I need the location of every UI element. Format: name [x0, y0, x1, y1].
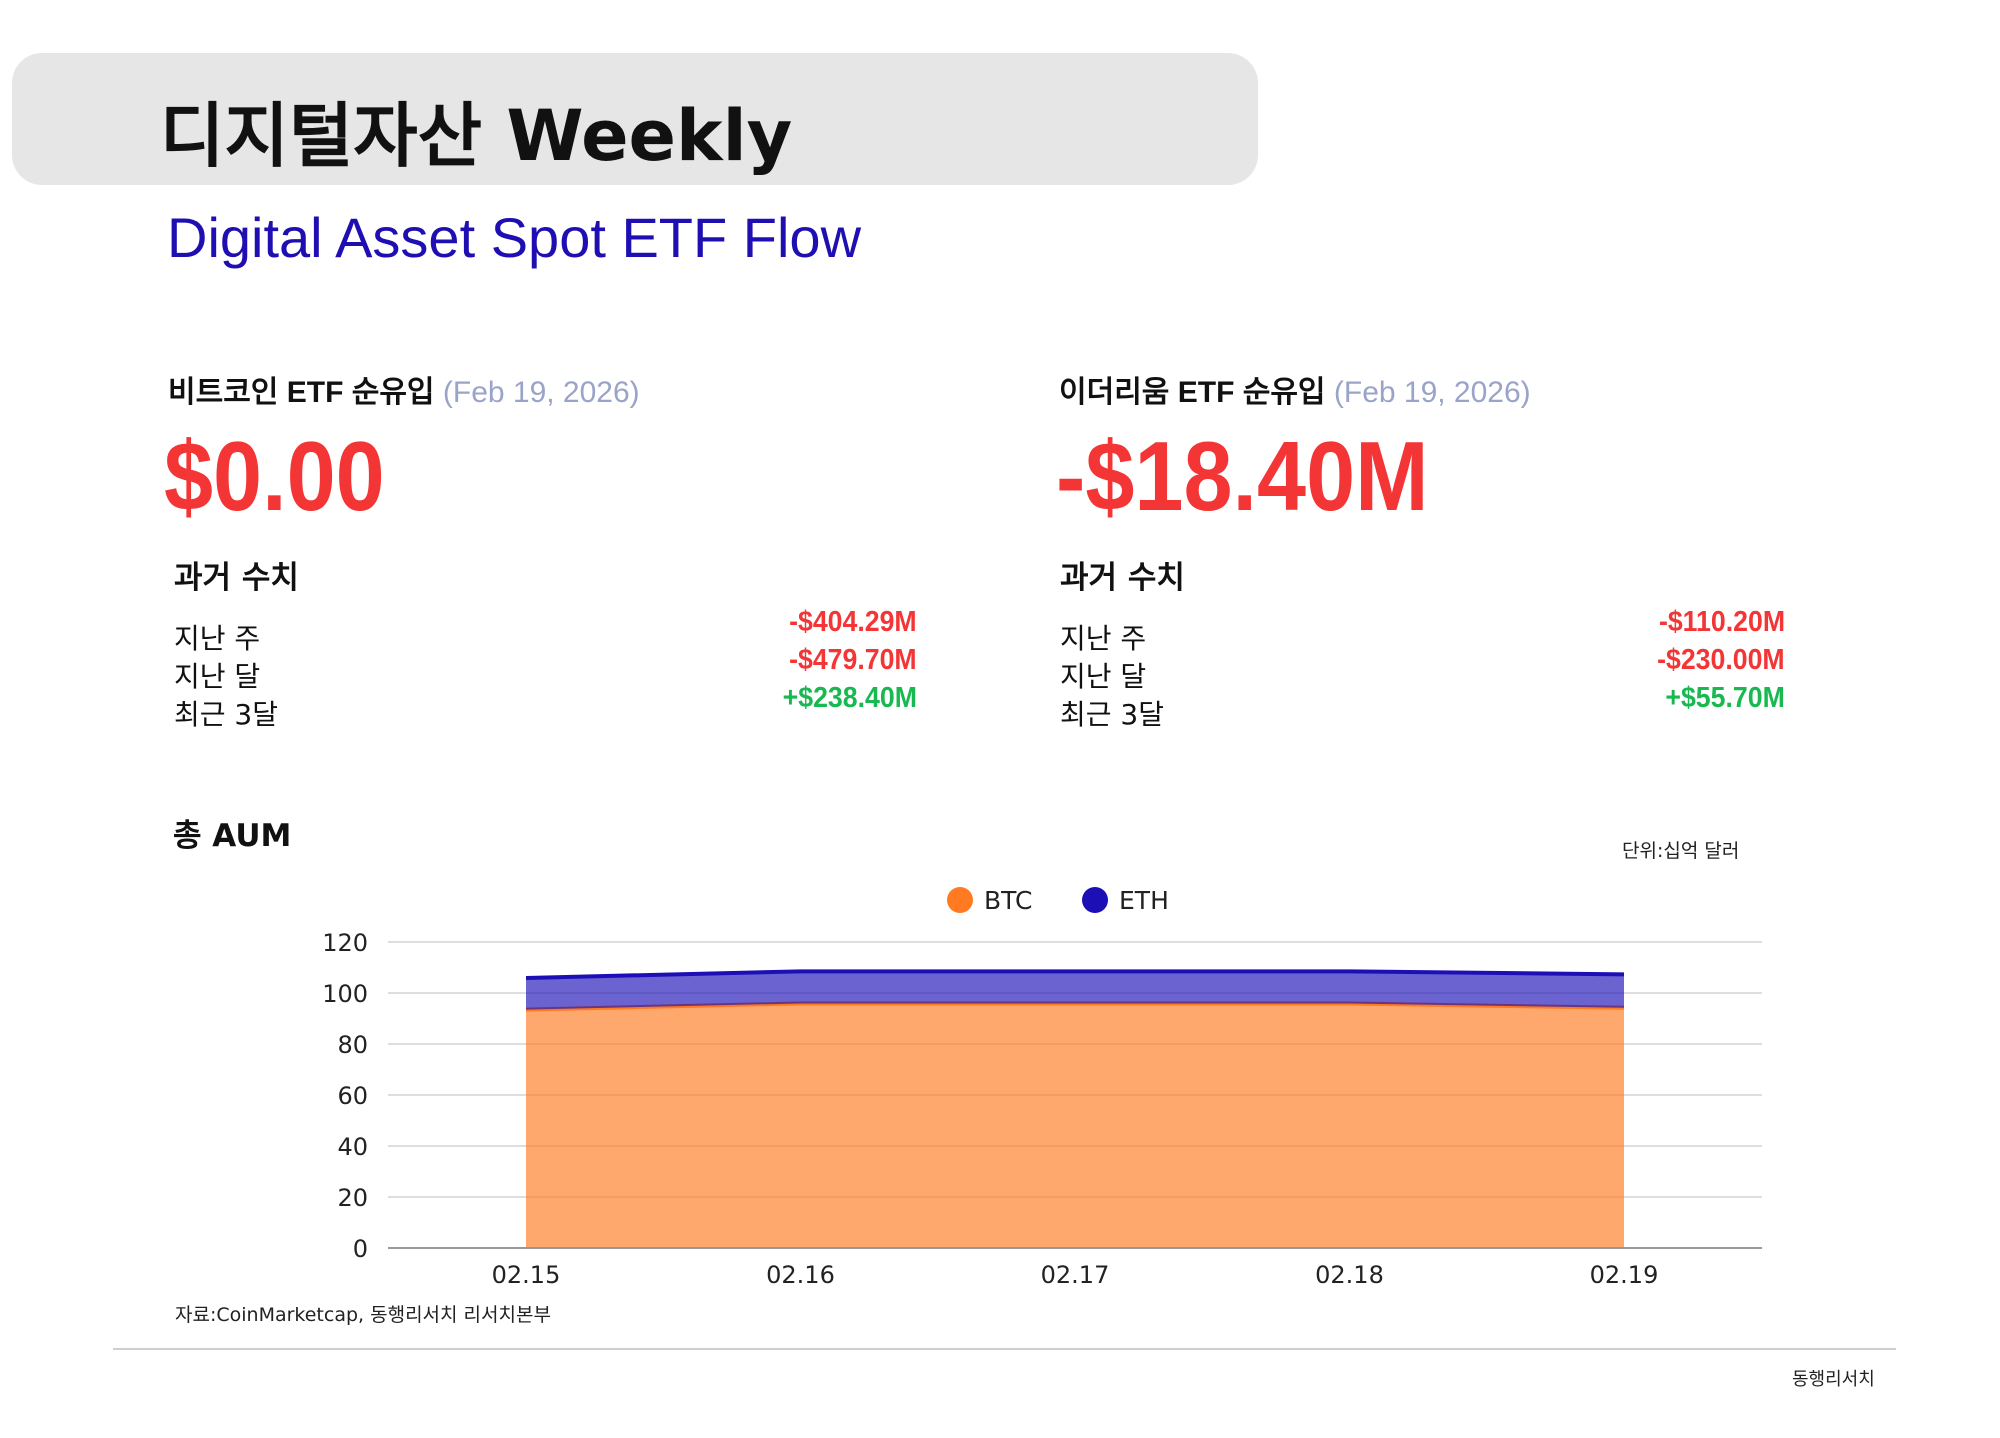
btc-row-label: 지난 주 — [174, 622, 261, 655]
x-tick-label: 02.18 — [1315, 1261, 1384, 1289]
btc-flow-value: $0.00 — [164, 421, 385, 531]
legend-marker-eth — [1082, 887, 1108, 913]
btc-row-value: -$479.70M — [789, 644, 917, 676]
header-banner — [12, 53, 1258, 185]
y-tick-label: 120 — [322, 929, 368, 957]
btc-row-value: -$404.29M — [789, 606, 917, 638]
eth-row-label: 지난 주 — [1060, 622, 1147, 655]
area-eth — [526, 971, 1624, 1010]
x-tick-label: 02.15 — [492, 1261, 561, 1289]
y-tick-label: 80 — [337, 1031, 368, 1059]
eth-date: (Feb 19, 2026) — [1333, 376, 1531, 409]
eth-flow-value: -$18.40M — [1056, 421, 1429, 531]
page-subtitle: Digital Asset Spot ETF Flow — [167, 206, 862, 269]
area-btc — [526, 1003, 1624, 1248]
y-tick-label: 0 — [353, 1235, 368, 1263]
eth-row-value: +$55.70M — [1665, 682, 1785, 714]
eth-row-label: 최근 3달 — [1060, 698, 1164, 731]
btc-heading: 비트코인 ETF 순유입 (Feb 19, 2026) — [168, 367, 640, 411]
eth-heading: 이더리움 ETF 순유입 (Feb 19, 2026) — [1059, 367, 1531, 411]
source-note: 자료:CoinMarketcap, 동행리서치 리서치본부 — [175, 1304, 551, 1326]
aum-title: 총 AUM — [173, 818, 292, 854]
line-eth — [525, 969, 1625, 980]
x-tick-label: 02.16 — [766, 1261, 835, 1289]
x-tick-label: 02.19 — [1590, 1261, 1659, 1289]
page-title: 디지털자산 Weekly — [160, 95, 793, 177]
legend-marker-btc — [947, 887, 973, 913]
y-tick-label: 60 — [337, 1082, 368, 1110]
eth-row-value: -$110.20M — [1658, 606, 1785, 638]
brand-label: 동행리서치 — [1792, 1369, 1875, 1390]
legend-label-btc: BTC — [984, 886, 1032, 915]
btc-date: (Feb 19, 2026) — [442, 376, 640, 409]
y-tick-label: 40 — [337, 1133, 368, 1161]
y-tick-label: 100 — [322, 980, 368, 1008]
btc-row-label: 최근 3달 — [174, 698, 278, 731]
btc-heading-text: 비트코인 ETF 순유입 — [168, 376, 435, 409]
eth-heading-text: 이더리움 ETF 순유입 — [1059, 376, 1326, 409]
btc-row-label: 지난 달 — [174, 660, 261, 693]
unit-label: 단위:십억 달러 — [1622, 840, 1740, 862]
eth-row-label: 지난 달 — [1060, 660, 1147, 693]
btc-row-value: +$238.40M — [782, 682, 917, 714]
x-tick-label: 02.17 — [1041, 1261, 1110, 1289]
aum-chart: 0 20 40 60 80 100 120 02.15 02.16 02.17 02.18 02.19… — [322, 886, 1762, 1289]
y-tick-label: 20 — [337, 1184, 368, 1212]
btc-past-label: 과거 수치 — [174, 560, 299, 596]
eth-past-label: 과거 수치 — [1060, 560, 1185, 596]
eth-row-value: -$230.00M — [1657, 644, 1785, 676]
legend-label-eth: ETH — [1119, 886, 1169, 915]
divider — [113, 1348, 1896, 1350]
